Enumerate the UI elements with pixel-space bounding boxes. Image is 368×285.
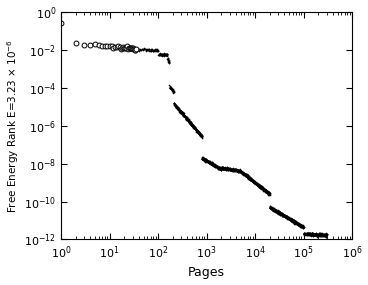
- X-axis label: Pages: Pages: [188, 266, 225, 280]
- Y-axis label: Free Energy Rank E=3.23 × 10$^{-6}$: Free Energy Rank E=3.23 × 10$^{-6}$: [6, 39, 21, 213]
